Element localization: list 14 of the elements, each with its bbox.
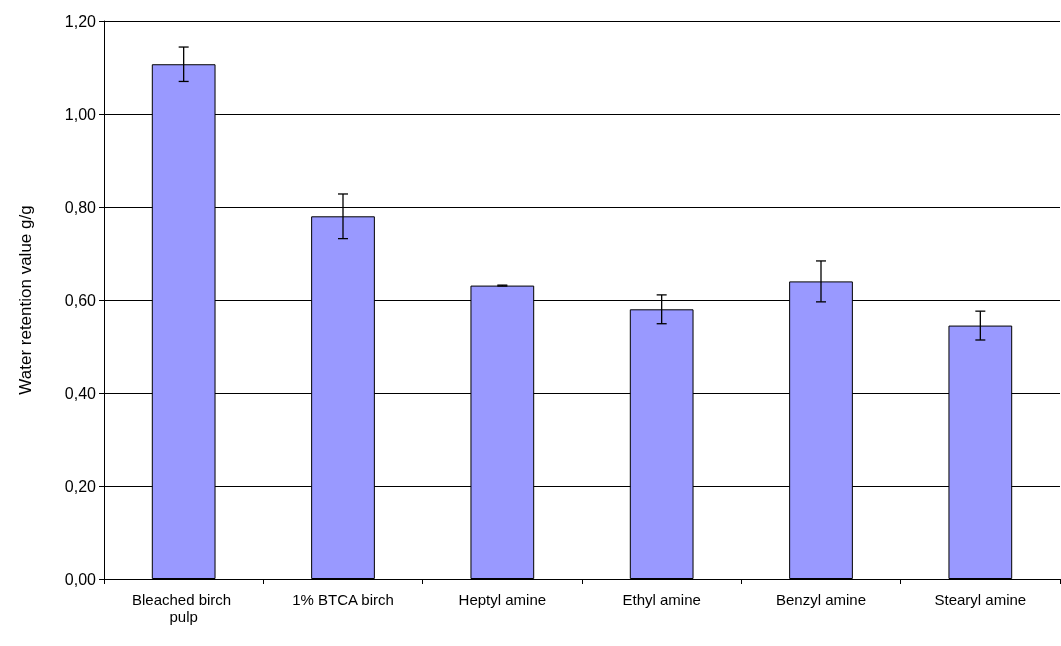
x-tick-label: Stearyl amine — [934, 591, 1027, 608]
x-tick-label: Ethyl amine — [622, 591, 701, 608]
y-tick-label: 0,80 — [64, 198, 97, 216]
y-tick-label: 0,60 — [64, 291, 97, 309]
y-tick-label: 1,00 — [64, 105, 97, 123]
x-tick-label: Benzyl amine — [775, 591, 867, 608]
y-tick-label: 0,20 — [64, 477, 97, 495]
y-tick-label: 0,00 — [64, 570, 97, 588]
x-tick-label: Bleached birch pulp — [131, 591, 236, 625]
x-tick-label: Heptyl amine — [458, 591, 547, 608]
y-axis-title: Water retention value g/g — [16, 205, 35, 395]
y-tick-label: 1,20 — [64, 12, 97, 30]
x-tick-label: 1% BTCA birch — [292, 591, 394, 608]
y-tick-label: 0,40 — [64, 384, 97, 402]
